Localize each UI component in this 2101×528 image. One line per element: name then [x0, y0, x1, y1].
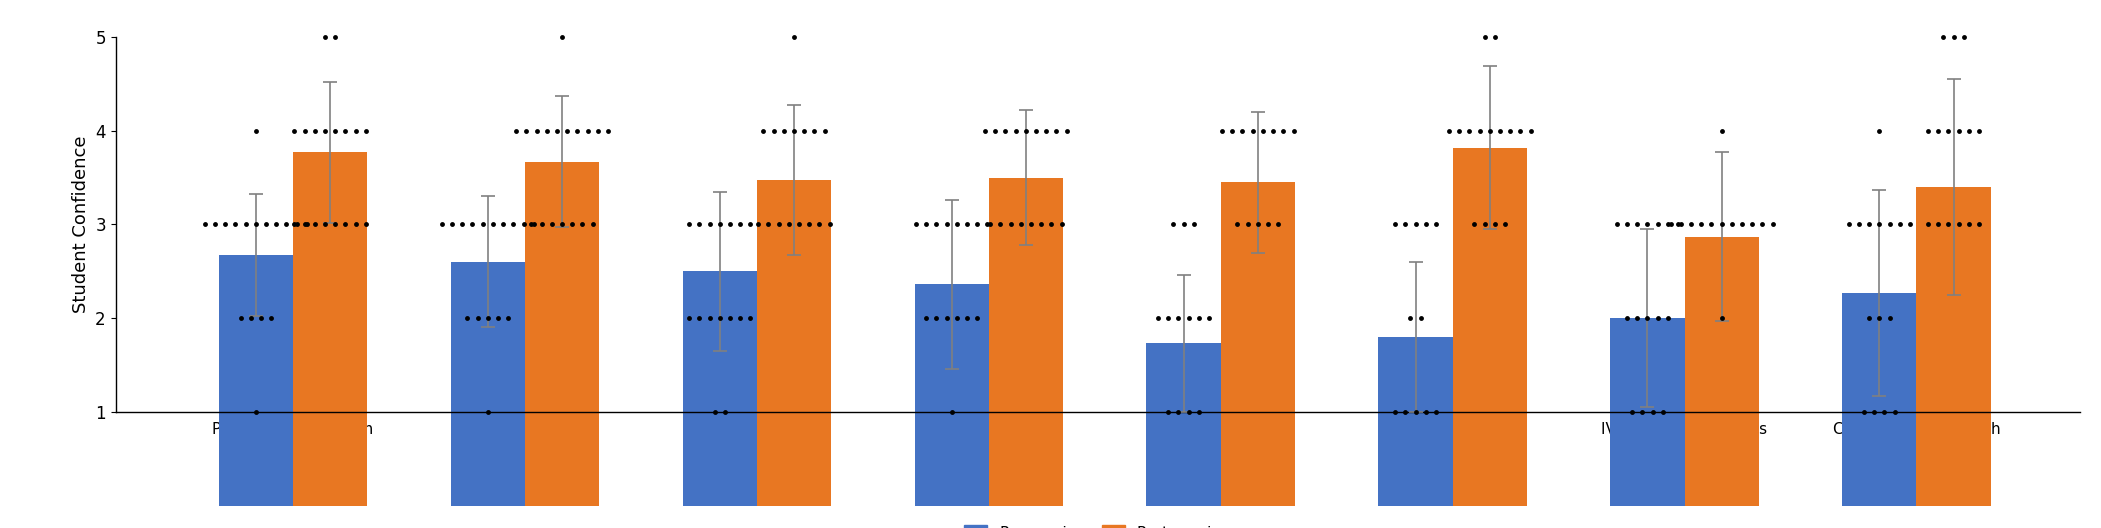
Bar: [1452, 147, 1527, 506]
Bar: [1685, 237, 1759, 506]
Bar: [525, 162, 599, 506]
Bar: [756, 181, 832, 506]
Bar: [1221, 182, 1294, 506]
Bar: [1916, 187, 1990, 506]
Bar: [1843, 293, 1916, 506]
Bar: [914, 285, 990, 506]
Bar: [292, 152, 368, 506]
Bar: [1609, 318, 1685, 506]
Bar: [683, 271, 756, 506]
Bar: [1378, 337, 1452, 506]
Legend: Pre-session, Post-session: Pre-session, Post-session: [958, 520, 1237, 528]
Bar: [452, 262, 525, 506]
Bar: [1147, 343, 1221, 506]
Bar: [219, 256, 292, 506]
Y-axis label: Student Confidence: Student Confidence: [71, 136, 90, 313]
Bar: [990, 177, 1063, 506]
